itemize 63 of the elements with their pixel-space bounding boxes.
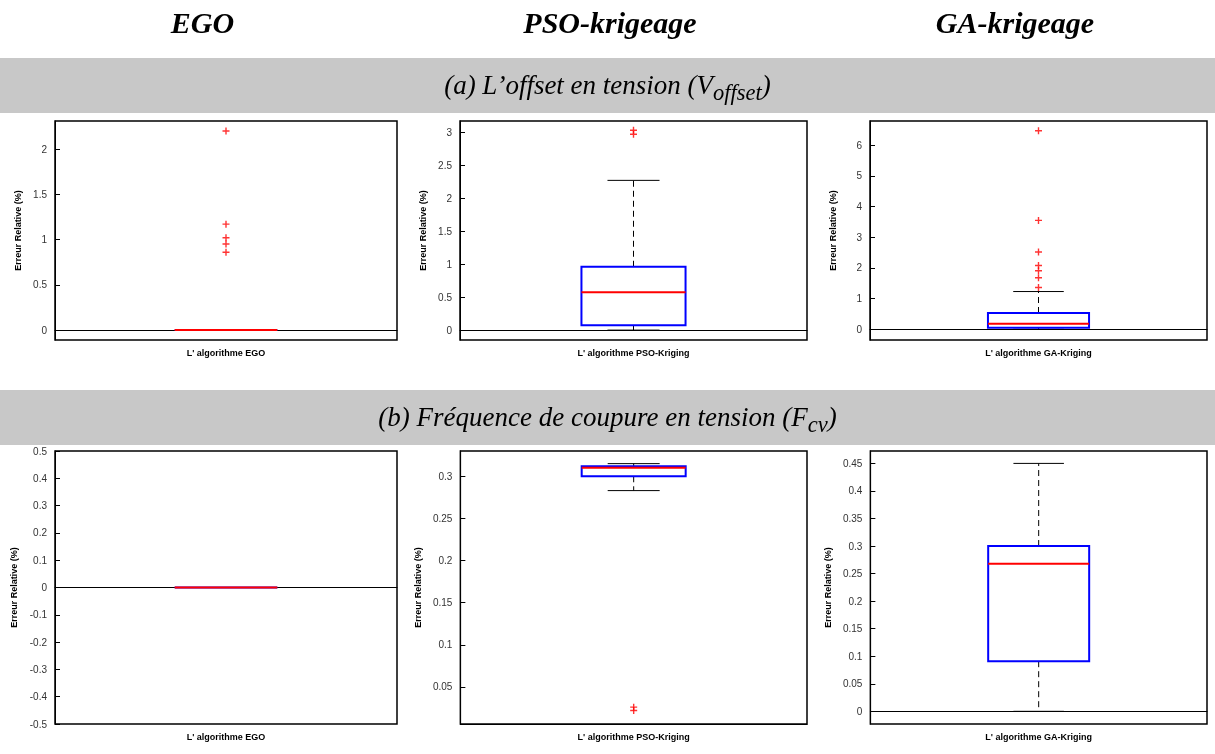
y-tick-label: 0.4 [33, 472, 48, 484]
text: (a) L’offset en tension (V$_{offset}$) [0, 58, 1215, 113]
y-tick-label: 0.1 [848, 650, 863, 662]
y-tick-label: 0.1 [33, 554, 48, 566]
y-tick-label: 0.5 [438, 291, 453, 303]
x-tick-label: L' algorithme EGO [186, 731, 266, 742]
y-tick-label: 0.15 [842, 623, 863, 635]
x-tick-label: L' algorithme PSO-Kriging [577, 347, 690, 358]
y-tick-label: 0.15 [432, 597, 453, 609]
y-tick-label: -0.1 [29, 609, 48, 621]
x-tick-label: L' algorithme GA-Kriging [985, 347, 1092, 358]
y-tick-label: 3 [856, 231, 863, 243]
y-tick-label: 2 [856, 262, 863, 274]
y-tick-label: 2 [446, 192, 453, 204]
y-tick-label: 4 [856, 201, 863, 213]
chart-title: PSO-krigeage [522, 6, 698, 40]
y-tick-label: 2 [41, 143, 48, 155]
y-tick-label: -0.3 [29, 663, 48, 675]
y-axis-title: Erreur Relative (%) [12, 190, 23, 271]
y-tick-label: 1.5 [438, 225, 453, 237]
chart-title: GA-krigeage [934, 6, 1096, 40]
y-tick-label: -0.4 [29, 691, 48, 703]
y-tick-label: 0.5 [33, 279, 48, 291]
x-tick-label: L' algorithme GA-Kriging [985, 731, 1092, 742]
y-tick-label: 0.2 [438, 555, 453, 567]
y-tick-label: 2.5 [438, 159, 453, 171]
y-tick-label: 0.3 [438, 470, 453, 482]
y-tick-label: 0.05 [842, 678, 863, 690]
y-tick-label: 0 [41, 324, 48, 336]
text: (b) Fréquence de coupure en tension (F$_{cv}$) [0, 390, 1215, 445]
y-tick-label: 0.2 [848, 595, 863, 607]
y-tick-label: 1 [856, 293, 863, 305]
y-axis-title: Erreur Relative (%) [417, 190, 428, 271]
y-tick-label: 0.2 [33, 527, 48, 539]
x-tick-label: L' algorithme EGO [186, 347, 266, 358]
y-axis-title: Erreur Relative (%) [412, 547, 423, 628]
y-tick-label: 0.25 [842, 568, 863, 580]
y-axis-title: Erreur Relative (%) [9, 547, 20, 628]
y-tick-label: 0 [446, 324, 453, 336]
y-tick-label: 0 [856, 323, 863, 335]
y-tick-label: 0 [41, 582, 48, 593]
y-axis-title: Erreur Relative (%) [822, 547, 833, 628]
y-tick-label: 0.3 [33, 500, 48, 512]
y-tick-label: 6 [856, 139, 863, 151]
y-tick-label: 0.5 [33, 445, 48, 457]
y-tick-label: 1 [446, 258, 453, 270]
y-tick-label: 5 [856, 170, 863, 182]
chart-title: EGO [169, 6, 236, 40]
y-tick-label: 1.5 [33, 188, 48, 200]
y-tick-label: 0.25 [432, 512, 453, 524]
x-tick-label: L' algorithme PSO-Kriging [577, 731, 690, 742]
y-tick-label: 0.45 [842, 457, 863, 469]
y-tick-label: -0.5 [29, 718, 48, 730]
y-tick-label: 0.05 [432, 681, 453, 693]
y-tick-label: 0.3 [848, 540, 863, 552]
y-tick-label: -0.2 [29, 636, 48, 648]
y-axis-title: Erreur Relative (%) [827, 190, 838, 271]
y-tick-label: 1 [41, 234, 48, 246]
y-tick-label: 3 [446, 126, 453, 138]
y-tick-label: 0.35 [842, 512, 863, 524]
y-tick-label: 0.1 [438, 639, 453, 651]
y-tick-label: 0.4 [848, 485, 863, 497]
y-tick-label: 0 [856, 705, 863, 717]
